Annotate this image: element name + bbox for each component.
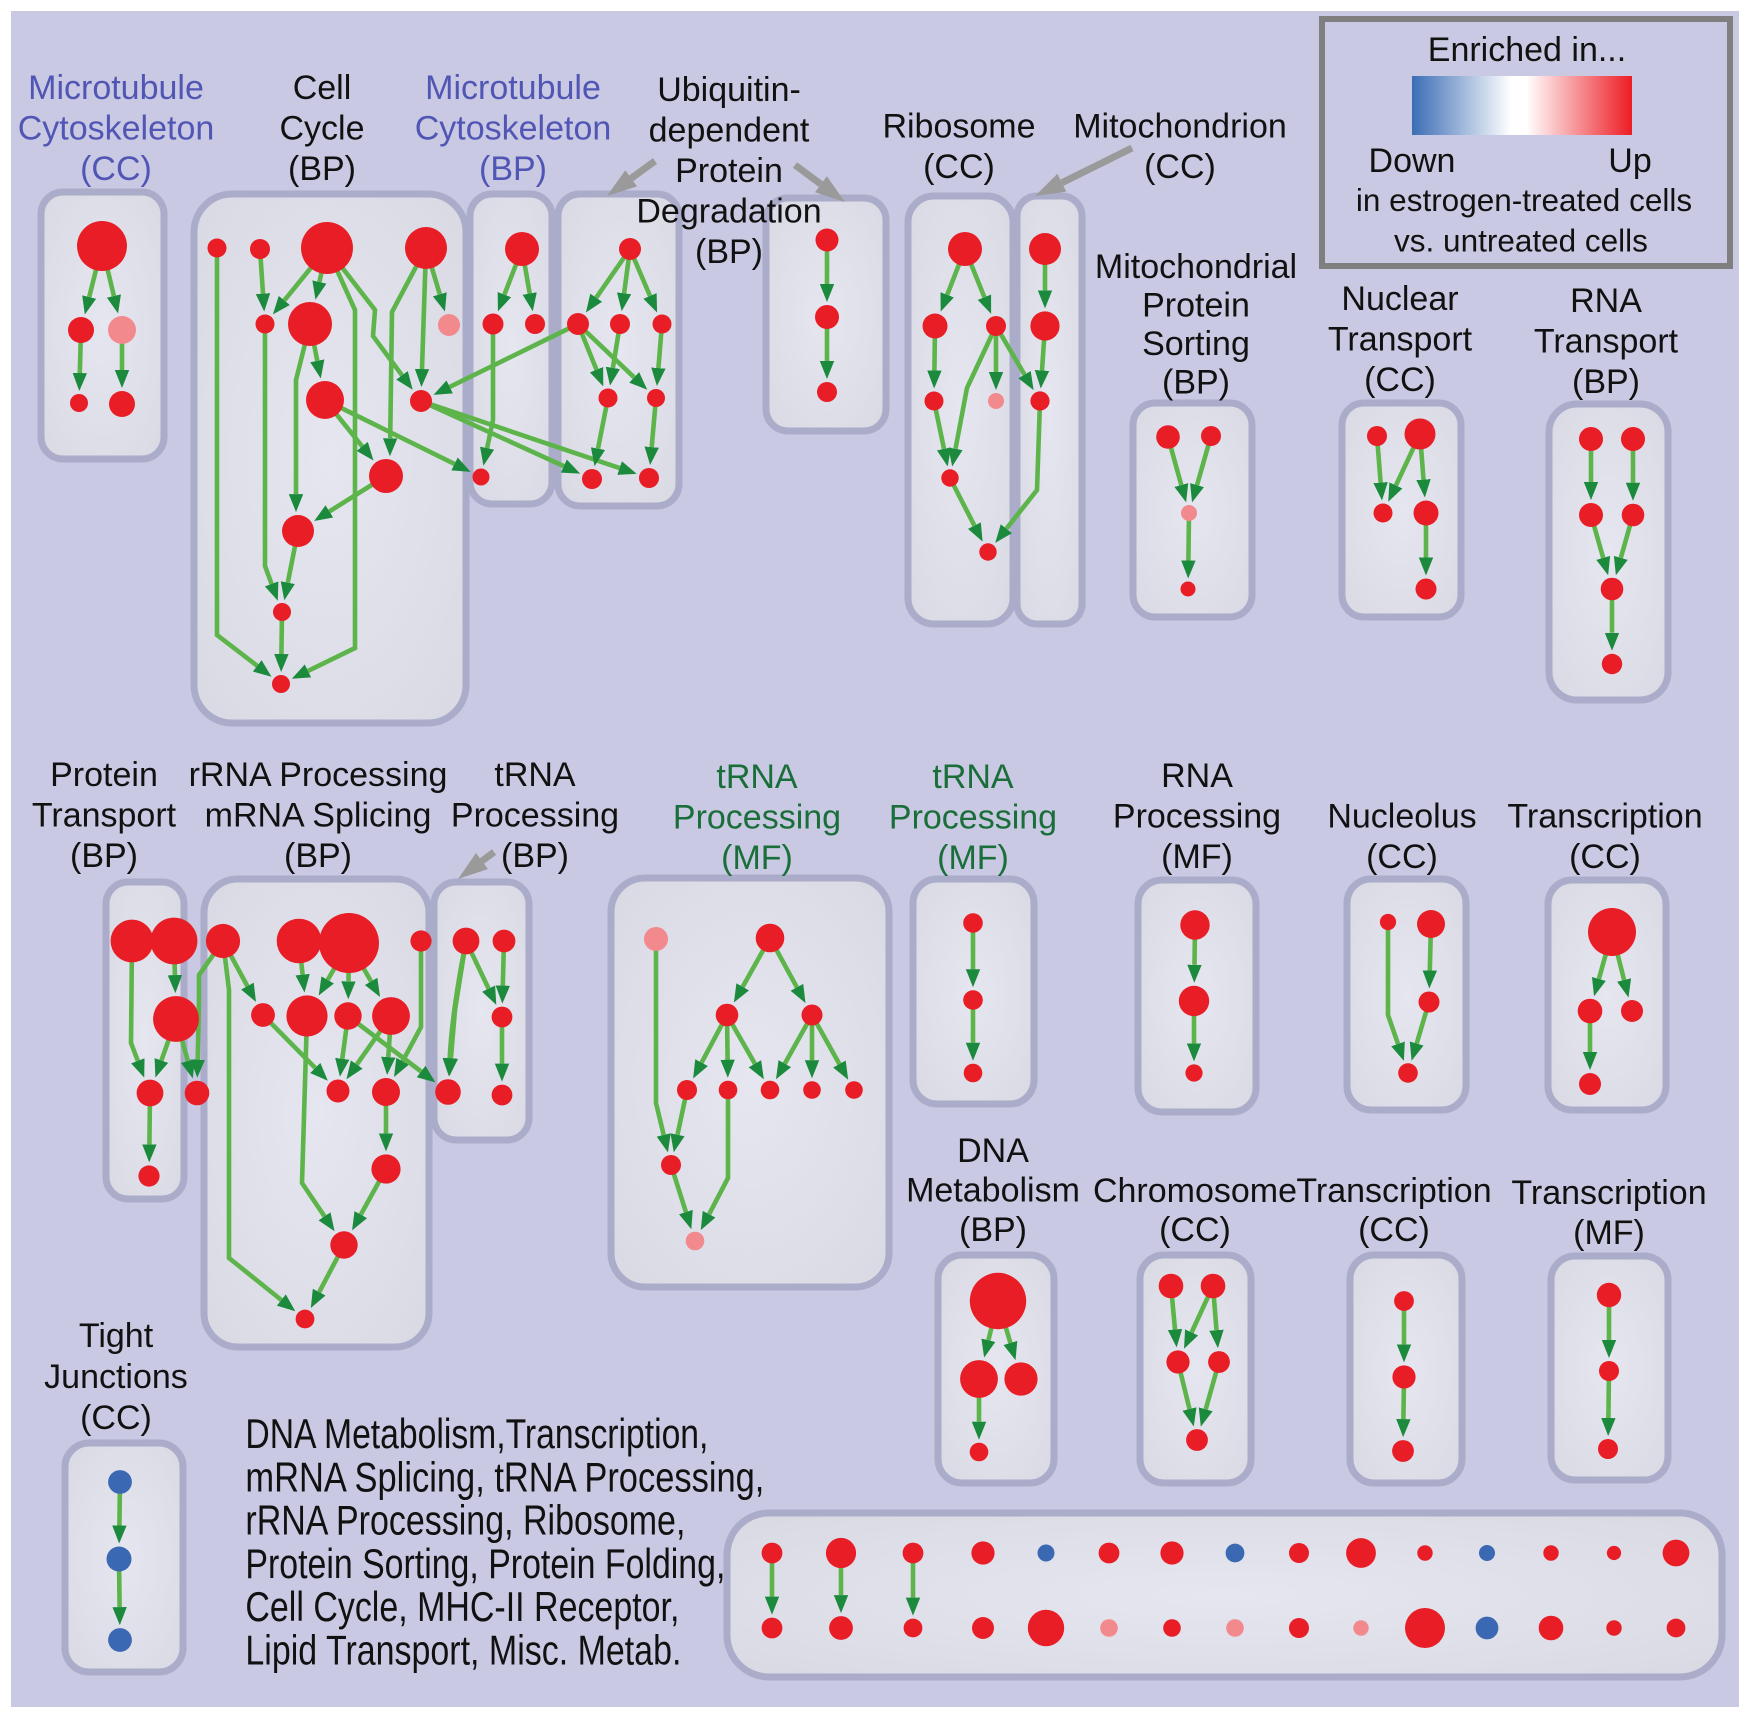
svg-text:Cell: Cell bbox=[293, 69, 352, 107]
svg-text:Mitochondrion: Mitochondrion bbox=[1073, 108, 1287, 146]
svg-text:(CC): (CC) bbox=[1144, 148, 1216, 186]
svg-text:Junctions: Junctions bbox=[44, 1358, 188, 1396]
svg-text:Metabolism: Metabolism bbox=[906, 1172, 1080, 1210]
svg-text:(CC): (CC) bbox=[1159, 1211, 1231, 1249]
svg-text:Ribosome: Ribosome bbox=[882, 108, 1035, 146]
svg-text:rRNA Processing, Ribosome,: rRNA Processing, Ribosome, bbox=[245, 1497, 685, 1544]
svg-text:(BP): (BP) bbox=[284, 837, 352, 875]
svg-text:mRNA Splicing, tRNA Processing: mRNA Splicing, tRNA Processing, bbox=[245, 1453, 764, 1500]
svg-text:tRNA: tRNA bbox=[932, 758, 1014, 796]
svg-text:Processing: Processing bbox=[673, 799, 841, 837]
svg-text:dependent: dependent bbox=[649, 112, 810, 150]
svg-text:(CC): (CC) bbox=[1569, 838, 1641, 876]
svg-text:(MF): (MF) bbox=[1573, 1214, 1645, 1252]
svg-text:DNA: DNA bbox=[957, 1132, 1029, 1170]
svg-text:mRNA Splicing: mRNA Splicing bbox=[205, 797, 432, 835]
svg-text:DNA Metabolism,Transcription,: DNA Metabolism,Transcription, bbox=[245, 1410, 708, 1457]
svg-text:(BP): (BP) bbox=[1572, 363, 1640, 401]
svg-text:Ubiquitin-: Ubiquitin- bbox=[657, 71, 801, 109]
svg-text:(BP): (BP) bbox=[501, 837, 569, 875]
svg-text:vs. untreated cells: vs. untreated cells bbox=[1394, 223, 1648, 259]
svg-text:Cytoskeleton: Cytoskeleton bbox=[18, 110, 215, 148]
svg-text:(BP): (BP) bbox=[288, 150, 356, 188]
svg-text:Transport: Transport bbox=[1534, 323, 1679, 361]
svg-text:(MF): (MF) bbox=[1161, 838, 1233, 876]
svg-text:Cycle: Cycle bbox=[279, 110, 364, 148]
svg-text:(CC): (CC) bbox=[1358, 1211, 1430, 1249]
svg-text:(BP): (BP) bbox=[959, 1211, 1027, 1249]
svg-text:Down: Down bbox=[1369, 142, 1456, 180]
svg-text:Protein Sorting, Protein Foldi: Protein Sorting, Protein Folding, bbox=[245, 1540, 725, 1587]
svg-text:(MF): (MF) bbox=[937, 839, 1009, 877]
svg-text:Chromosome: Chromosome bbox=[1093, 1172, 1297, 1210]
svg-text:(CC): (CC) bbox=[923, 148, 995, 186]
svg-text:Sorting: Sorting bbox=[1142, 325, 1250, 363]
svg-text:(CC): (CC) bbox=[80, 1399, 152, 1437]
svg-text:Mitochondrial: Mitochondrial bbox=[1095, 248, 1297, 286]
svg-text:(BP): (BP) bbox=[70, 837, 138, 875]
svg-text:Nuclear: Nuclear bbox=[1341, 280, 1458, 318]
svg-text:Degradation: Degradation bbox=[636, 193, 821, 231]
svg-text:Tight: Tight bbox=[79, 1317, 154, 1355]
svg-text:Protein: Protein bbox=[50, 756, 158, 794]
svg-text:Nucleolus: Nucleolus bbox=[1327, 798, 1476, 836]
svg-text:in estrogen-treated cells: in estrogen-treated cells bbox=[1356, 182, 1692, 218]
svg-text:Cytoskeleton: Cytoskeleton bbox=[415, 110, 612, 148]
svg-text:Transport: Transport bbox=[1328, 321, 1473, 359]
svg-text:RNA: RNA bbox=[1161, 757, 1233, 795]
svg-text:tRNA: tRNA bbox=[494, 756, 576, 794]
svg-text:tRNA: tRNA bbox=[716, 758, 798, 796]
svg-text:RNA: RNA bbox=[1570, 282, 1642, 320]
svg-text:Transcription: Transcription bbox=[1507, 798, 1702, 836]
svg-text:(BP): (BP) bbox=[695, 233, 763, 271]
svg-text:rRNA Processing: rRNA Processing bbox=[189, 756, 448, 794]
svg-text:Microtubule: Microtubule bbox=[28, 69, 204, 107]
svg-text:Cell Cycle, MHC-II Receptor,: Cell Cycle, MHC-II Receptor, bbox=[245, 1583, 679, 1630]
svg-text:Processing: Processing bbox=[1113, 798, 1281, 836]
svg-text:(MF): (MF) bbox=[721, 839, 793, 877]
svg-text:(BP): (BP) bbox=[1162, 364, 1230, 402]
svg-text:Protein: Protein bbox=[1142, 287, 1250, 325]
svg-text:(CC): (CC) bbox=[1366, 838, 1438, 876]
svg-text:Microtubule: Microtubule bbox=[425, 69, 601, 107]
svg-text:Lipid Transport, Misc. Metab.: Lipid Transport, Misc. Metab. bbox=[245, 1627, 681, 1674]
svg-text:Up: Up bbox=[1608, 142, 1651, 180]
svg-text:Enriched in...: Enriched in... bbox=[1428, 31, 1626, 69]
svg-text:(CC): (CC) bbox=[80, 150, 152, 188]
svg-text:(CC): (CC) bbox=[1364, 361, 1436, 399]
svg-text:Processing: Processing bbox=[451, 797, 619, 835]
svg-text:Protein: Protein bbox=[675, 152, 783, 190]
svg-text:Transcription: Transcription bbox=[1296, 1172, 1491, 1210]
svg-text:Processing: Processing bbox=[889, 799, 1057, 837]
svg-text:Transcription: Transcription bbox=[1511, 1174, 1706, 1212]
svg-text:(BP): (BP) bbox=[479, 150, 547, 188]
svg-text:Transport: Transport bbox=[32, 797, 177, 835]
